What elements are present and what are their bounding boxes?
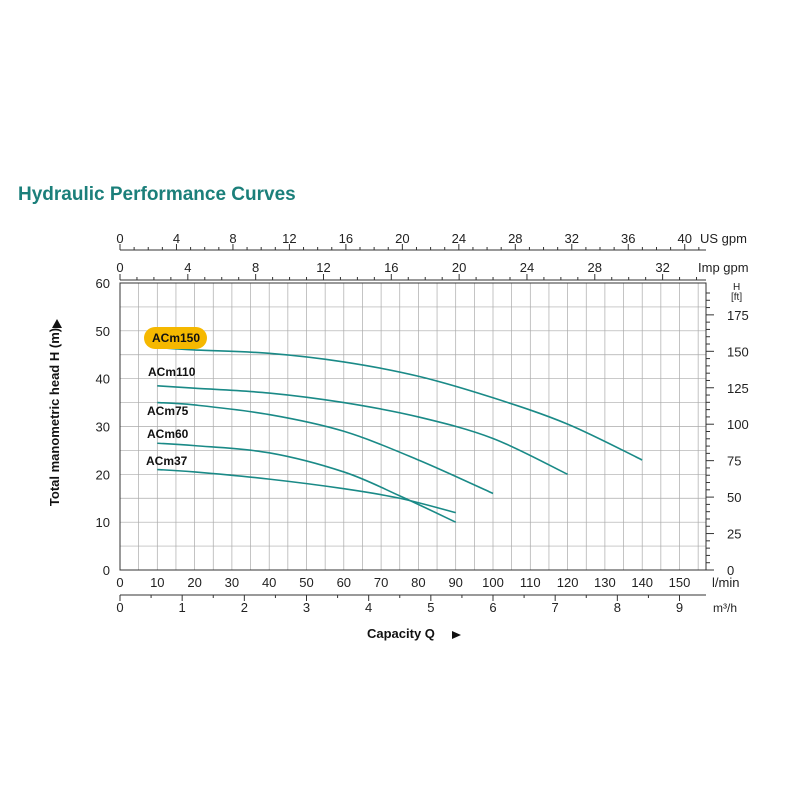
curve-label-acm75: ACm75 <box>147 404 189 418</box>
imp-gpm-tick-label: 8 <box>252 260 259 275</box>
y-axis-arrow-icon <box>52 319 62 328</box>
us-gpm-tick-label: 36 <box>621 231 635 246</box>
curve-labels: ACm150 ACm110 ACm75 ACm60 ACm37 <box>144 327 207 468</box>
us-gpm-tick-label: 40 <box>677 231 691 246</box>
us-gpm-tick-label: 28 <box>508 231 522 246</box>
x-tick-label-m3h: 8 <box>614 600 621 615</box>
x-tick-label-lmin: 110 <box>520 575 541 590</box>
y-tick-label-m: 60 <box>96 276 110 291</box>
y-tick-label-m: 10 <box>96 515 110 530</box>
curve-label-acm37: ACm37 <box>146 454 188 468</box>
us-gpm-tick-label: 20 <box>395 231 409 246</box>
x-tick-label-lmin: 0 <box>116 575 123 590</box>
curve-acm110 <box>157 385 568 476</box>
curve-acm60 <box>157 442 457 523</box>
y-axis-title: Total manometric head H (m) <box>47 328 62 506</box>
curve-label-acm60: ACm60 <box>147 427 189 441</box>
plot-frame <box>119 282 707 571</box>
y-tick-label-m: 0 <box>103 563 110 578</box>
imp-gpm-tick-label: 12 <box>316 260 330 275</box>
ft-unit-h: H <box>733 282 740 293</box>
y-tick-label-ft: 150 <box>727 344 749 359</box>
x-tick-label-m3h: 9 <box>676 600 683 615</box>
x-tick-label-m3h: 7 <box>552 600 559 615</box>
x-tick-label-lmin: 80 <box>411 575 425 590</box>
imp-gpm-tick-label: 16 <box>384 260 398 275</box>
x-axis-arrow-icon <box>452 631 461 639</box>
imp-gpm-tick-label: 24 <box>520 260 534 275</box>
imp-gpm-tick-label: 32 <box>655 260 669 275</box>
curve-label-highlight <box>144 327 207 349</box>
x-tick-label-m3h: 5 <box>427 600 434 615</box>
curve-label-acm110: ACm110 <box>148 365 196 379</box>
x-tick-label-m3h: 2 <box>241 600 248 615</box>
x-tick-label-lmin: 40 <box>262 575 276 590</box>
imp-gpm-tick-label: 20 <box>452 260 466 275</box>
imp-gpm-tick-label: 0 <box>116 260 123 275</box>
x-tick-label-lmin: 90 <box>448 575 462 590</box>
x-axis-title: Capacity Q <box>367 626 435 641</box>
m3h-unit: m³/h <box>713 601 737 615</box>
imp-gpm-tick-label: 4 <box>184 260 191 275</box>
grid <box>119 282 706 571</box>
ft-unit-bracket: [ft] <box>731 292 742 303</box>
chart-title: Hydraulic Performance Curves <box>18 184 296 205</box>
x-tick-label-lmin: 140 <box>631 575 653 590</box>
x-tick-label-lmin: 20 <box>187 575 201 590</box>
x-tick-label-m3h: 4 <box>365 600 372 615</box>
x-tick-label-lmin: 100 <box>482 575 504 590</box>
us-gpm-tick-label: 16 <box>339 231 353 246</box>
y-tick-label-m: 30 <box>96 420 110 435</box>
x-tick-label-m3h: 3 <box>303 600 310 615</box>
x-tick-label-lmin: 150 <box>669 575 691 590</box>
x-tick-label-m3h: 1 <box>179 600 186 615</box>
x-tick-label-lmin: 10 <box>150 575 164 590</box>
x-tick-label-lmin: 70 <box>374 575 388 590</box>
us-gpm-tick-label: 0 <box>116 231 123 246</box>
y-tick-label-m: 50 <box>96 324 110 339</box>
y-tick-label-ft: 0 <box>727 563 734 578</box>
curve-acm37 <box>157 468 456 514</box>
curve-acm75 <box>157 401 494 495</box>
x-tick-label-m3h: 6 <box>489 600 496 615</box>
pump-curves <box>157 346 643 523</box>
lmin-unit: l/min <box>712 575 739 590</box>
us-gpm-tick-label: 32 <box>565 231 579 246</box>
x-tick-label-lmin: 60 <box>337 575 351 590</box>
y-tick-label-ft: 100 <box>727 417 749 432</box>
y-tick-label-m: 20 <box>96 467 110 482</box>
x-tick-label-m3h: 0 <box>116 600 123 615</box>
curve-acm150 <box>157 346 643 461</box>
x-tick-label-lmin: 30 <box>225 575 239 590</box>
us-gpm-tick-label: 4 <box>173 231 180 246</box>
us-gpm-tick-label: 8 <box>229 231 236 246</box>
x-tick-label-lmin: 120 <box>557 575 579 590</box>
curve-label-acm150: ACm150 <box>152 331 200 345</box>
y-tick-label-ft: 175 <box>727 308 749 323</box>
y-tick-label-ft: 50 <box>727 490 741 505</box>
imp-gpm-unit: Imp gpm <box>698 260 749 275</box>
y-tick-label-m: 40 <box>96 372 110 387</box>
y-tick-label-ft: 25 <box>727 527 741 542</box>
y-tick-label-ft: 75 <box>727 454 741 469</box>
us-gpm-tick-label: 24 <box>452 231 466 246</box>
y-tick-label-ft: 125 <box>727 381 749 396</box>
us-gpm-tick-label: 12 <box>282 231 296 246</box>
x-tick-label-lmin: 130 <box>594 575 616 590</box>
axes <box>119 244 714 601</box>
us-gpm-unit: US gpm <box>700 231 747 246</box>
x-tick-label-lmin: 50 <box>299 575 313 590</box>
imp-gpm-tick-label: 28 <box>588 260 602 275</box>
